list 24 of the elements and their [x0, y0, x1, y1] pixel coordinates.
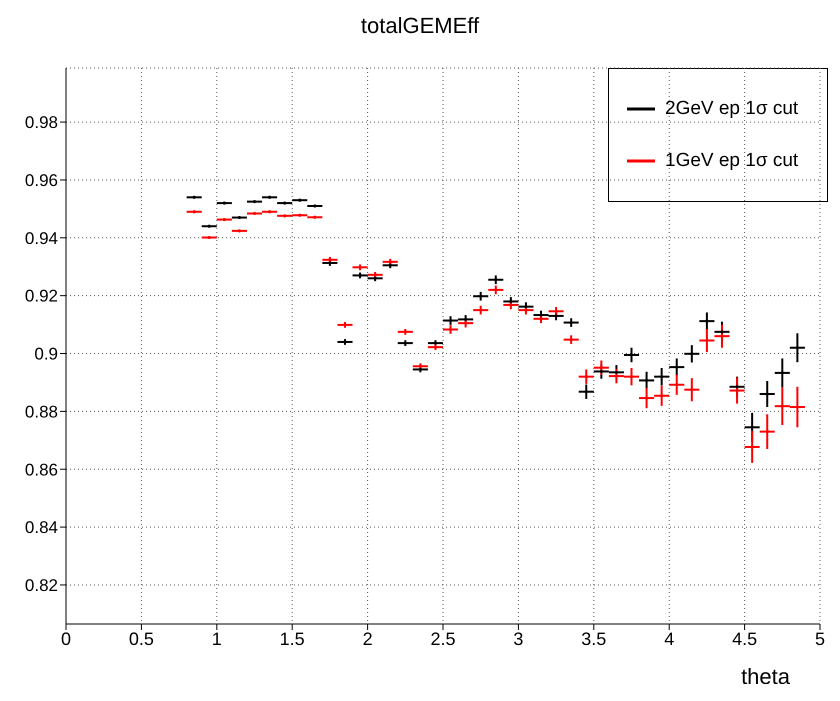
- y-tick-label: 0.94: [24, 228, 58, 248]
- legend-label: 1GeV ep 1σ cut: [665, 150, 798, 172]
- x-tick-label: 3.5: [581, 628, 606, 649]
- y-tick-label: 0.84: [24, 518, 58, 538]
- x-tick-label: 1: [212, 628, 222, 649]
- legend-label: 2GeV ep 1σ cut: [665, 98, 798, 120]
- x-tick-label: 4: [664, 628, 674, 649]
- x-tick-label: 3: [513, 628, 524, 649]
- y-tick-label: 0.98: [24, 113, 58, 132]
- x-tick-label: 0: [60, 628, 72, 649]
- x-tick-label: 1.5: [280, 628, 305, 649]
- y-tick-label: 0.92: [24, 286, 58, 306]
- y-tick-label: 0.82: [24, 576, 58, 595]
- x-tick-label: 5: [814, 628, 826, 649]
- y-tick-label: 0.9: [34, 344, 58, 364]
- x-tick-label: 0.5: [128, 628, 154, 649]
- x-tick-label: 2: [362, 628, 373, 649]
- x-tick-label: 4.5: [732, 628, 758, 649]
- y-tick-label: 0.88: [24, 402, 58, 422]
- x-axis-title: theta: [741, 664, 791, 689]
- chart-title: totalGEMEff: [360, 12, 480, 40]
- y-tick-label: 0.96: [24, 170, 58, 190]
- y-tick-label: 0.86: [24, 460, 58, 480]
- x-tick-label: 2.5: [430, 628, 456, 649]
